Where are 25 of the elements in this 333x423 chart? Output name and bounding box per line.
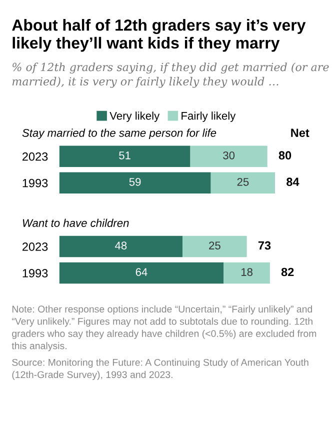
legend-label: Very likely bbox=[110, 112, 160, 122]
y-tick-label: 1993 bbox=[22, 269, 48, 278]
text: Net bbox=[291, 128, 310, 138]
annotation: Want to have children bbox=[22, 218, 129, 227]
source-note: Source: Monitoring the Future: A Continuing Study of American Youth (12th-Grade Survey), 1993 and 2023. bbox=[12, 358, 308, 380]
chart-subtitle: % of 12th graders saying, if they did get married (or are married), it is very or fairly likely they would … bbox=[12, 62, 329, 88]
y-tick-label: 1993 bbox=[22, 178, 48, 188]
text: Note: Other response options include “Uncertain,” “Fairly unlikely” and “Very unlikely.” Figures may not add to subtotals due to rounding. 12th graders who say they already have children (<0.5%) are excluded from this analysis. bbox=[12, 305, 316, 352]
data-label: 30 bbox=[223, 151, 235, 160]
text: Stay married to the same person for life bbox=[22, 128, 216, 140]
chart-title: About half of 12th graders say it’s very likely they’ll want kids if they marry bbox=[12, 19, 306, 52]
total-label: 82 bbox=[281, 268, 294, 276]
y-tick-label: 2023 bbox=[22, 242, 48, 251]
total-label: 73 bbox=[258, 241, 271, 250]
data-label: 48 bbox=[115, 242, 127, 250]
data-label: 25 bbox=[209, 242, 220, 250]
data-label: 64 bbox=[136, 268, 148, 276]
data-label: 18 bbox=[241, 268, 252, 276]
legend-label: Fairly likely bbox=[182, 112, 236, 122]
total-label: 84 bbox=[286, 178, 300, 186]
data-label: 25 bbox=[237, 178, 249, 186]
data-label: 51 bbox=[119, 152, 130, 160]
data-label: 59 bbox=[129, 178, 141, 186]
y-tick-label: 2023 bbox=[22, 152, 48, 161]
total-label: 80 bbox=[278, 151, 292, 160]
